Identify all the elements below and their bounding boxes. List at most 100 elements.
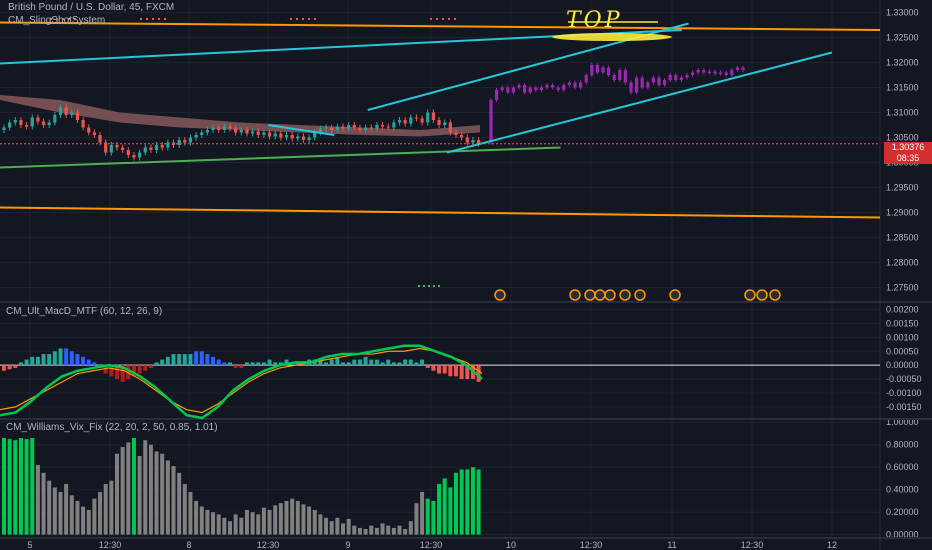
- vix-bar: [476, 469, 481, 535]
- vix-bar: [250, 512, 255, 535]
- macd-hist-bar: [115, 365, 119, 380]
- macd-hist-bar: [75, 354, 80, 366]
- projection-body: [528, 87, 532, 93]
- vix-bar: [64, 484, 69, 535]
- macd-hist-bar: [81, 356, 86, 366]
- macd-hist-bar: [312, 359, 317, 366]
- signal-dot: [423, 285, 425, 287]
- vix-bar: [442, 478, 447, 535]
- x-tick-label: 12:30: [580, 540, 603, 550]
- y-tick-label: 1.29500: [886, 183, 919, 193]
- candle-body: [330, 127, 334, 130]
- candle-body: [409, 117, 413, 124]
- vix-bar: [165, 460, 170, 535]
- candle-body: [414, 117, 419, 119]
- y-tick-label: 0.40000: [886, 485, 919, 495]
- projection-body: [601, 67, 605, 73]
- vix-bar: [154, 451, 159, 535]
- countdown-tag: 08:35: [884, 153, 932, 164]
- macd-hist-bar: [92, 362, 97, 366]
- projection-body: [534, 87, 538, 90]
- candle-body: [98, 135, 102, 143]
- signal-dot: [428, 285, 430, 287]
- projection-body: [741, 67, 745, 70]
- candle-body: [121, 147, 125, 150]
- candle-body: [183, 140, 187, 143]
- x-tick-label: 12:30: [99, 540, 122, 550]
- vix-bar: [13, 440, 18, 535]
- vix-bar: [47, 480, 52, 535]
- trend-line: [0, 21, 881, 31]
- candle-body: [448, 122, 452, 133]
- candle-body: [149, 147, 153, 150]
- event-marker: [769, 289, 781, 301]
- y-tick-label: 1.32500: [886, 33, 919, 43]
- candle-body: [115, 145, 119, 148]
- candle-body: [454, 132, 458, 135]
- vix-bar: [24, 439, 29, 535]
- macd-hist-bar: [459, 365, 464, 380]
- projection-body: [489, 100, 493, 143]
- y-tick-label: 1.00000: [886, 417, 919, 427]
- vix-bar: [182, 484, 187, 535]
- candle-body: [132, 155, 136, 158]
- macd-hist-bar: [391, 362, 396, 366]
- projection-body: [523, 85, 527, 93]
- macd-hist-bar: [154, 362, 159, 366]
- x-tick-label: 9: [345, 540, 350, 550]
- macd-hist-bar: [222, 362, 227, 366]
- event-marker: [756, 289, 768, 301]
- y-tick-label: 1.29000: [886, 208, 919, 218]
- candle-body: [460, 135, 464, 138]
- macd-hist-bar: [442, 365, 447, 374]
- projection-body: [551, 85, 555, 88]
- candle-body: [2, 127, 6, 130]
- candle-body: [75, 112, 80, 120]
- candle-body: [324, 127, 328, 129]
- candle-body: [273, 133, 277, 137]
- macd-hist-bar: [261, 362, 266, 366]
- signal-dot: [152, 18, 154, 20]
- projection-body: [663, 80, 667, 85]
- y-tick-label: -0.00050: [886, 374, 922, 384]
- projection-body: [612, 75, 616, 80]
- x-tick-label: 8: [186, 540, 191, 550]
- x-tick-label: 12:30: [741, 540, 764, 550]
- candle-body: [477, 140, 481, 144]
- signal-dot: [436, 18, 438, 20]
- projection-body: [511, 87, 515, 93]
- macd-hist-bar: [454, 365, 458, 377]
- vix-bar: [329, 521, 334, 535]
- macd-hist-bar: [41, 354, 46, 366]
- macd-hist-bar: [437, 365, 442, 374]
- event-marker: [619, 289, 631, 301]
- projection-body: [674, 75, 678, 80]
- y-tick-label: 0.20000: [886, 507, 919, 517]
- candle-body: [296, 136, 300, 139]
- vix-bar: [346, 518, 351, 535]
- event-marker: [584, 289, 596, 301]
- vix-bar: [81, 506, 86, 535]
- projection-body: [595, 65, 599, 73]
- macd-hist-bar: [194, 351, 199, 366]
- vix-bar: [352, 525, 357, 535]
- event-marker: [634, 289, 646, 301]
- macd-hist-bar: [30, 356, 35, 366]
- macd-hist-bar: [380, 362, 385, 366]
- vix-bar: [18, 437, 23, 535]
- candle-body: [200, 132, 204, 135]
- macd-hist-bar: [239, 365, 244, 368]
- macd-hist-bar: [357, 359, 362, 366]
- x-tick-label: 12:30: [420, 540, 443, 550]
- signal-dot: [454, 18, 456, 20]
- vix-bar: [403, 529, 408, 535]
- vix-bar: [148, 444, 153, 535]
- x-tick-label: 12: [827, 540, 837, 550]
- vix-bar: [109, 480, 114, 535]
- vix-bar: [369, 525, 374, 535]
- vix-bar: [126, 442, 131, 535]
- y-tick-label: 0.00200: [886, 305, 919, 315]
- macd-hist-bar: [250, 362, 255, 366]
- vix-bar: [98, 491, 103, 535]
